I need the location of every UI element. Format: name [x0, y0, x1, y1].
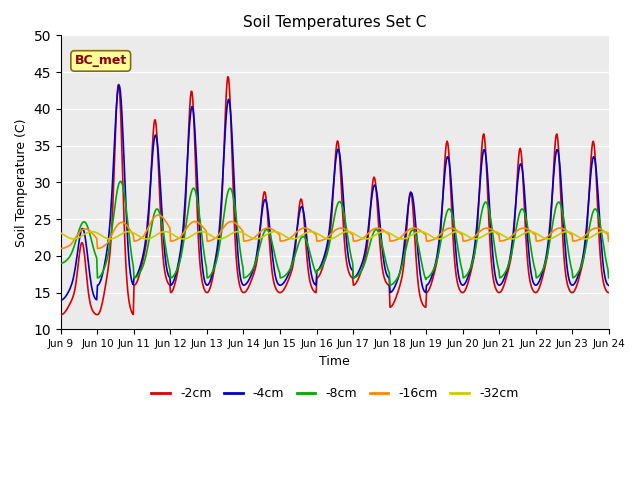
Y-axis label: Soil Temperature (C): Soil Temperature (C)	[15, 118, 28, 247]
X-axis label: Time: Time	[319, 355, 350, 368]
Title: Soil Temperatures Set C: Soil Temperatures Set C	[243, 15, 426, 30]
Legend: -2cm, -4cm, -8cm, -16cm, -32cm: -2cm, -4cm, -8cm, -16cm, -32cm	[146, 383, 524, 406]
Text: BC_met: BC_met	[75, 54, 127, 68]
